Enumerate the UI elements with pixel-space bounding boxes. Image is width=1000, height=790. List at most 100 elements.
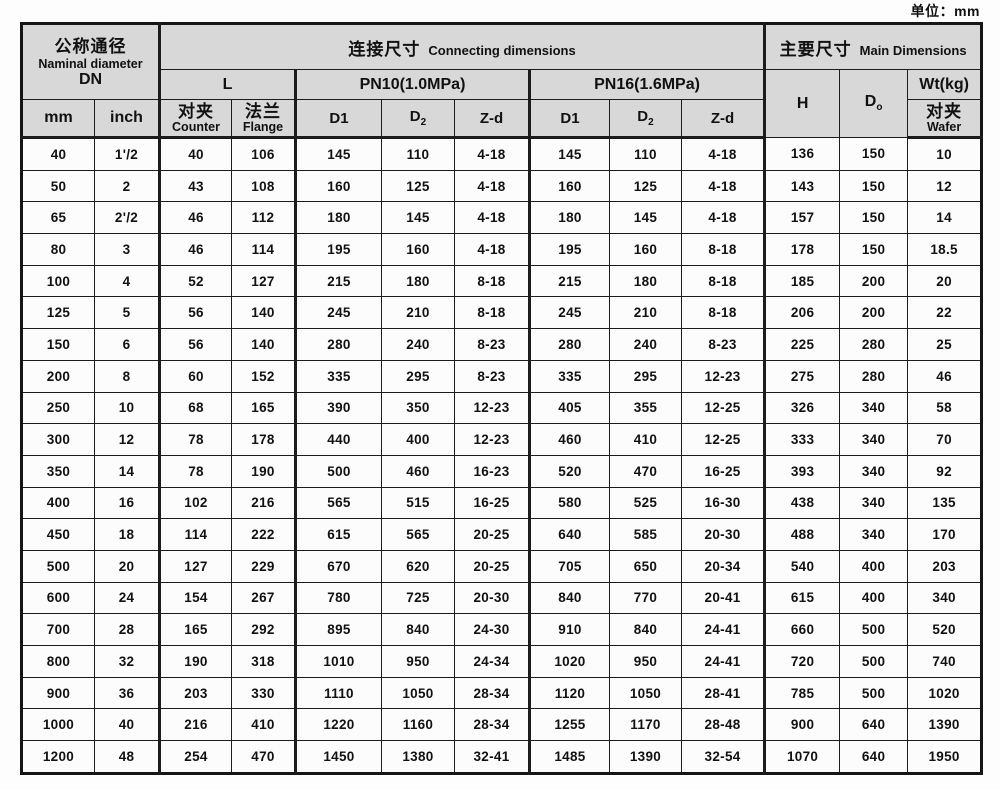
table-row: 200 8 60 152 335 295 8-23 335 295 12-23 275 280 46 (21, 359, 983, 393)
cell-l-flange: 127 (231, 264, 297, 298)
cell-dn-mm: 900 (21, 676, 95, 710)
cell-dn-mm: 1200 (21, 740, 95, 774)
cell-pn10-d2: 160 (381, 233, 455, 266)
cell-pn10-d1: 245 (295, 296, 382, 330)
cell-pn10-d1: 1010 (295, 645, 382, 678)
cell-pn16-zd: 8-18 (680, 264, 767, 298)
cell-pn16-d1: 160 (529, 169, 610, 203)
cell-pn10-d1: 180 (295, 201, 382, 235)
cell-pn10-d2: 180 (381, 264, 455, 298)
cell-pn10-d1: 335 (295, 359, 382, 393)
cell-pn10-zd: 28-34 (454, 676, 531, 710)
cell-l-counter: 216 (159, 708, 232, 742)
cell-pn16-d2: 1170 (609, 708, 682, 742)
cell-pn10-zd: 24-34 (454, 645, 531, 678)
cell-wt-wafer: 1020 (907, 676, 983, 710)
cell-pn16-d2: 950 (609, 645, 682, 678)
cell-wt-wafer: 1390 (907, 708, 983, 742)
header-flange: 法兰 Flange (231, 99, 297, 139)
cell-pn16-d2: 110 (609, 137, 682, 171)
cell-pn10-zd: 24-30 (454, 613, 531, 646)
cell-pn16-d1: 195 (529, 233, 610, 266)
cell-h: 1070 (764, 740, 841, 774)
cell-h: 178 (764, 233, 841, 266)
cell-pn16-zd: 20-41 (680, 581, 767, 615)
cell-dn-mm: 150 (21, 328, 95, 361)
cell-l-counter: 46 (159, 233, 232, 266)
cell-pn16-zd: 8-18 (680, 296, 767, 330)
cell-dn-mm: 100 (21, 264, 95, 298)
cell-pn16-d2: 650 (609, 549, 682, 583)
cell-pn16-zd: 12-23 (680, 359, 767, 393)
cell-h: 720 (764, 645, 841, 678)
cell-l-flange: 165 (231, 391, 297, 425)
header-pn10-d1: D1 (295, 99, 382, 139)
cell-h: 185 (764, 264, 841, 298)
cell-pn10-d1: 390 (295, 391, 382, 425)
cell-pn10-zd: 20-25 (454, 518, 531, 551)
cell-l-counter: 56 (159, 296, 232, 330)
cell-d0: 640 (839, 740, 909, 774)
cell-pn16-d2: 180 (609, 264, 682, 298)
cell-dn-inch: 18 (94, 518, 161, 551)
table-row: 150 6 56 140 280 240 8-23 280 240 8-23 225 280 25 (21, 328, 983, 361)
cell-pn16-d1: 145 (529, 137, 610, 171)
cell-l-counter: 46 (159, 201, 232, 235)
table-row: 500 20 127 229 670 620 20-25 705 650 20-34 540 400 2… (21, 549, 983, 583)
cell-d0: 500 (839, 613, 909, 646)
cell-dn-mm: 500 (21, 549, 95, 583)
table-row: 50 2 43 108 160 125 4-18 160 125 4-18 143 150 12 (21, 169, 983, 203)
cell-dn-mm: 80 (21, 233, 95, 266)
cell-h: 206 (764, 296, 841, 330)
cell-h: 275 (764, 359, 841, 393)
cell-pn10-zd: 16-23 (454, 454, 531, 488)
cell-d0: 340 (839, 486, 909, 520)
header-pn16-d2: D2 (609, 99, 682, 139)
cell-pn16-d2: 125 (609, 169, 682, 203)
cell-l-flange: 112 (231, 201, 297, 235)
cell-l-counter: 43 (159, 169, 232, 203)
cell-pn10-d1: 565 (295, 486, 382, 520)
table-row: 300 12 78 178 440 400 12-23 460 410 12-25 333 340 70 (21, 423, 983, 456)
cell-pn10-d2: 1380 (381, 740, 455, 774)
cell-dn-mm: 300 (21, 423, 95, 456)
header-pn16: PN16(1.6MPa) (528, 69, 767, 100)
header-nominal-diameter: 公称通径 Naminal diameter DN (21, 23, 161, 100)
cell-l-flange: 152 (231, 359, 297, 393)
cell-l-flange: 140 (231, 296, 297, 330)
cell-d0: 500 (839, 645, 909, 678)
table-row: 450 18 114 222 615 565 20-25 640 585 20-30 488 340 1… (21, 518, 983, 551)
cell-l-flange: 330 (231, 676, 297, 710)
header-d0: Do (839, 69, 909, 138)
cell-dn-mm: 40 (21, 137, 95, 171)
cell-pn16-zd: 24-41 (680, 645, 767, 678)
cell-dn-mm: 400 (21, 486, 95, 520)
cell-pn10-d2: 950 (381, 645, 455, 678)
cell-pn16-d1: 705 (529, 549, 610, 583)
table-body: 40 1'/2 40 106 145 110 4-18 145 110 4-18 136 150 10 5… (21, 137, 983, 774)
cell-l-flange: 318 (231, 645, 297, 678)
cell-pn10-zd: 4-18 (454, 169, 531, 203)
header-mm: mm (21, 99, 95, 139)
cell-pn16-d2: 1050 (609, 676, 682, 710)
cell-l-counter: 52 (159, 264, 232, 298)
cell-pn10-d2: 125 (381, 169, 455, 203)
cell-pn16-zd: 20-30 (680, 518, 767, 551)
cell-h: 136 (764, 137, 841, 171)
cell-pn16-d2: 525 (609, 486, 682, 520)
cell-pn10-zd: 12-23 (454, 423, 531, 456)
cell-dn-inch: 14 (94, 454, 161, 488)
cell-pn16-zd: 32-54 (680, 740, 767, 774)
cell-wt-wafer: 18.5 (907, 233, 983, 266)
cell-h: 488 (764, 518, 841, 551)
cell-wt-wafer: 740 (907, 645, 983, 678)
cell-pn10-zd: 8-18 (454, 264, 531, 298)
cell-wt-wafer: 58 (907, 391, 983, 425)
cell-pn16-d1: 1485 (529, 740, 610, 774)
cell-dn-mm: 800 (21, 645, 95, 678)
cell-pn10-d2: 240 (381, 328, 455, 361)
cell-l-flange: 292 (231, 613, 297, 646)
cell-d0: 640 (839, 708, 909, 742)
header-counter: 对夹 Counter (159, 99, 232, 139)
cell-l-counter: 165 (159, 613, 232, 646)
